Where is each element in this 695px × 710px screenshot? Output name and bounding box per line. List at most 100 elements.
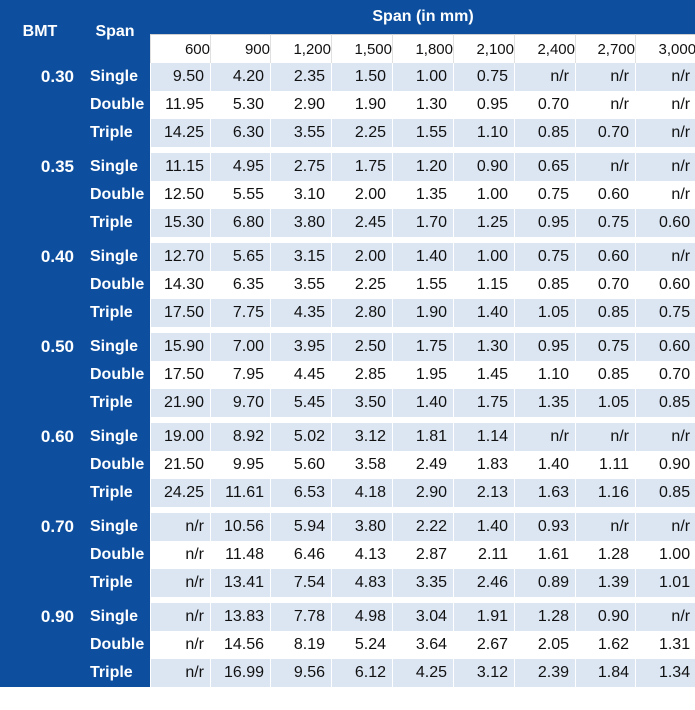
value-cell: 2.50	[331, 333, 392, 361]
value-cell: 5.45	[270, 389, 331, 417]
value-cell: 3.55	[270, 119, 331, 147]
value-cell: 0.75	[575, 333, 635, 361]
value-cell: 0.90	[453, 153, 514, 181]
value-cell: 5.02	[270, 423, 331, 451]
span-header-cell: 600	[150, 34, 210, 63]
value-cell: 1.81	[392, 423, 453, 451]
value-cell: 1.40	[453, 513, 514, 541]
value-cell: 16.99	[210, 659, 270, 687]
value-cell: 3.64	[392, 631, 453, 659]
value-cell: n/r	[514, 423, 575, 451]
value-cell: 0.85	[514, 119, 575, 147]
group-separator	[0, 147, 695, 153]
value-cell: 1.00	[453, 243, 514, 271]
value-cell: 4.25	[392, 659, 453, 687]
value-cell: 5.24	[331, 631, 392, 659]
value-cell: 1.62	[575, 631, 635, 659]
table-row: Double n/r 11.48 6.46 4.13 2.87 2.11 1.61 1.28 1.…	[0, 541, 695, 569]
value-cell: n/r	[575, 91, 635, 119]
span-header-cell: 1,800	[392, 34, 453, 63]
value-cell: 2.49	[392, 451, 453, 479]
value-cell: 11.61	[210, 479, 270, 507]
value-cell: 4.83	[331, 569, 392, 597]
table-body: 0.30 Single 9.50 4.20 2.35 1.50 1.00 0.75 n/r n/r…	[0, 63, 695, 687]
value-cell: 7.75	[210, 299, 270, 327]
value-cell: 1.61	[514, 541, 575, 569]
value-cell: 5.60	[270, 451, 331, 479]
value-cell: 1.75	[392, 333, 453, 361]
value-cell: 12.50	[150, 181, 210, 209]
value-cell: 1.30	[392, 91, 453, 119]
value-cell: 0.85	[635, 389, 695, 417]
span-type-cell: Double	[80, 541, 150, 569]
value-cell: 14.30	[150, 271, 210, 299]
value-cell: 1.50	[331, 63, 392, 91]
value-cell: 1.01	[635, 569, 695, 597]
value-cell: 9.50	[150, 63, 210, 91]
value-cell: 3.50	[331, 389, 392, 417]
value-cell: 11.15	[150, 153, 210, 181]
value-cell: 1.90	[392, 299, 453, 327]
value-cell: 1.05	[514, 299, 575, 327]
value-cell: 7.95	[210, 361, 270, 389]
span-values-header-row: 600 900 1,200 1,500 1,800 2,100 2,400 2,700 3,00…	[0, 34, 695, 63]
value-cell: n/r	[150, 659, 210, 687]
value-cell: 2.22	[392, 513, 453, 541]
value-cell: 1.84	[575, 659, 635, 687]
value-cell: 3.10	[270, 181, 331, 209]
value-cell: 0.60	[575, 181, 635, 209]
value-cell: 7.54	[270, 569, 331, 597]
table-row: Triple 21.90 9.70 5.45 3.50 1.40 1.75 1.35 1.05 0…	[0, 389, 695, 417]
value-cell: 1.28	[575, 541, 635, 569]
value-cell: 0.95	[514, 209, 575, 237]
value-cell: 0.70	[575, 271, 635, 299]
table-row: Double 14.30 6.35 3.55 2.25 1.55 1.15 0.85 0.70 0…	[0, 271, 695, 299]
value-cell: n/r	[150, 541, 210, 569]
value-cell: 14.25	[150, 119, 210, 147]
value-cell: 4.20	[210, 63, 270, 91]
value-cell: n/r	[635, 63, 695, 91]
value-cell: 5.94	[270, 513, 331, 541]
value-cell: 2.75	[270, 153, 331, 181]
group-separator	[0, 417, 695, 423]
value-cell: n/r	[575, 153, 635, 181]
value-cell: 15.30	[150, 209, 210, 237]
span-header-cell: 2,700	[575, 34, 635, 63]
value-cell: 0.70	[635, 361, 695, 389]
bmt-cell: 0.60	[0, 423, 80, 507]
table-row: 0.40 Single 12.70 5.65 3.15 2.00 1.40 1.00 0.75 0…	[0, 243, 695, 327]
value-cell: 6.46	[270, 541, 331, 569]
table-row: 0.70 Single n/r 10.56 5.94 3.80 2.22 1.40 0.93 n/…	[0, 513, 695, 597]
value-cell: 9.56	[270, 659, 331, 687]
value-cell: 4.35	[270, 299, 331, 327]
group-separator	[0, 237, 695, 243]
value-cell: 2.11	[453, 541, 514, 569]
value-cell: 3.80	[270, 209, 331, 237]
value-cell: 13.83	[210, 603, 270, 631]
bmt-cell: 0.70	[0, 513, 80, 597]
value-cell: 4.18	[331, 479, 392, 507]
value-cell: 6.12	[331, 659, 392, 687]
value-cell: 0.90	[635, 451, 695, 479]
value-cell: 1.70	[392, 209, 453, 237]
value-cell: 2.13	[453, 479, 514, 507]
value-cell: 0.60	[575, 243, 635, 271]
value-cell: 7.78	[270, 603, 331, 631]
value-cell: 1.31	[635, 631, 695, 659]
table-row: Triple 15.30 6.80 3.80 2.45 1.70 1.25 0.95 0.75 0…	[0, 209, 695, 237]
value-cell: 3.58	[331, 451, 392, 479]
span-type-cell: Single	[80, 423, 150, 451]
value-cell: 7.00	[210, 333, 270, 361]
value-cell: 1.25	[453, 209, 514, 237]
value-cell: 0.85	[635, 479, 695, 507]
table-row: Triple n/r 16.99 9.56 6.12 4.25 3.12 2.39 1.84 1.…	[0, 659, 695, 687]
value-cell: 1.83	[453, 451, 514, 479]
bmt-cell: 0.30	[0, 63, 80, 147]
value-cell: 3.95	[270, 333, 331, 361]
value-cell: 2.25	[331, 271, 392, 299]
table-row: Triple 24.25 11.61 6.53 4.18 2.90 2.13 1.63 1.16…	[0, 479, 695, 507]
value-cell: 0.85	[575, 361, 635, 389]
span-type-cell: Triple	[80, 389, 150, 417]
value-cell: 5.65	[210, 243, 270, 271]
value-cell: 1.75	[453, 389, 514, 417]
